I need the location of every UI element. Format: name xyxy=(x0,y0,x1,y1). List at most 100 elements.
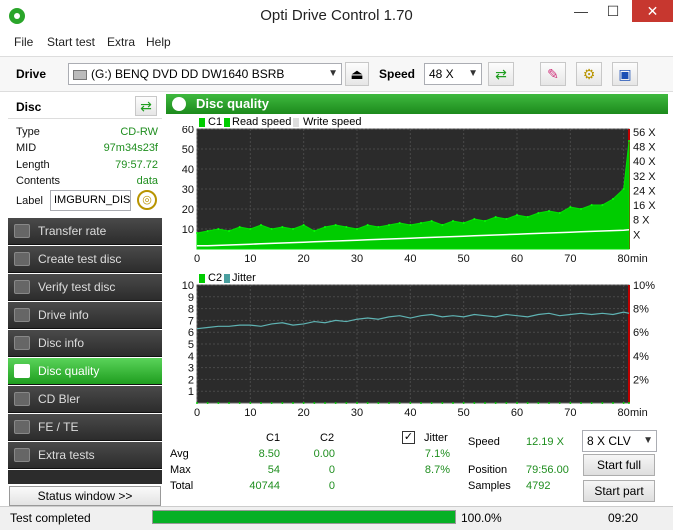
x-unit-label: min xyxy=(630,407,648,419)
speed-select[interactable]: 48 X ▼ xyxy=(424,63,482,85)
save-button[interactable]: ▣ xyxy=(612,62,638,86)
y-tick-label: 8 xyxy=(188,304,194,316)
y-tick-label: 7 xyxy=(188,315,194,327)
c2-point xyxy=(505,402,508,404)
c2-point xyxy=(590,402,593,404)
disc-quality-header: Disc quality xyxy=(166,94,668,114)
disc-label-apply-button[interactable]: ◎ xyxy=(137,190,157,210)
position-label: Position xyxy=(468,464,508,476)
x-tick-label: 10 xyxy=(244,253,256,265)
c1-point xyxy=(356,228,358,230)
y-tick-label: 30 xyxy=(182,184,194,196)
stats-total-c1: 40744 xyxy=(249,480,280,492)
maximize-button[interactable]: ☐ xyxy=(606,3,620,19)
nav-label: Disc info xyxy=(38,336,85,350)
c1-chart: 0 10 20 30 40 50 60 70 80 min 10 20 30 40 50 60 X 8 X 16 X… xyxy=(182,126,657,265)
y-tick-label: 10 xyxy=(182,224,194,236)
c1-point xyxy=(420,222,422,224)
disc-refresh-button[interactable]: ⇄ xyxy=(135,96,157,116)
panel-title: Disc quality xyxy=(196,96,269,111)
nav-drive-info[interactable]: Drive info xyxy=(8,302,162,329)
menu-extra[interactable]: Extra xyxy=(107,35,136,49)
c1-point xyxy=(430,220,433,222)
disc-info-icon xyxy=(14,336,30,350)
c1-point xyxy=(249,228,252,230)
legend-read-speed: Read speed xyxy=(232,116,292,128)
c2-point xyxy=(430,402,433,404)
refresh-button[interactable]: ⇄ xyxy=(488,62,514,86)
eraser-icon: ✎ xyxy=(547,66,559,82)
c2-point xyxy=(473,402,476,404)
nav-transfer-rate[interactable]: Transfer rate xyxy=(8,218,162,245)
floppy-icon: ▣ xyxy=(618,66,632,82)
c2-point xyxy=(569,402,572,404)
x-tick-label: 70 xyxy=(564,253,576,265)
c2-point xyxy=(441,402,444,404)
disc-label-field[interactable]: IMGBURN_DIS xyxy=(50,190,131,211)
y-tick-label: 2 xyxy=(188,374,194,386)
menu-file[interactable]: File xyxy=(14,35,34,49)
c2-point xyxy=(292,402,294,404)
x-unit-label: min xyxy=(630,253,648,265)
nav-disc-info[interactable]: Disc info xyxy=(8,330,162,357)
c1-point xyxy=(324,226,326,228)
speed-readout-value: 12.19 X xyxy=(526,436,564,448)
c1-point xyxy=(590,204,593,206)
nav-extra-tests[interactable]: Extra tests xyxy=(8,442,162,469)
disc-type-key: Type xyxy=(16,126,40,138)
x-tick-label: 0 xyxy=(194,407,200,419)
nav-disc-quality[interactable]: Disc quality xyxy=(8,358,162,385)
c1-point xyxy=(580,208,582,210)
x-tick-label: 50 xyxy=(458,253,470,265)
c1-point xyxy=(388,224,390,226)
c1-point xyxy=(206,230,209,232)
y2-tick-label: 24 X xyxy=(633,185,656,197)
c1-point xyxy=(377,226,380,228)
c1-point xyxy=(505,218,508,220)
minimize-button[interactable]: — xyxy=(574,3,588,19)
y-tick-label: 20 xyxy=(182,204,194,216)
speed-mode-select[interactable]: 8 X CLV ▼ xyxy=(582,430,657,452)
c2-point xyxy=(548,402,550,404)
start-part-button[interactable]: Start part xyxy=(583,480,655,502)
nav-fe-te[interactable]: FE / TE xyxy=(8,414,162,441)
legend-c1: C1 xyxy=(208,116,223,128)
chevron-down-icon: ▼ xyxy=(328,68,338,79)
eject-button[interactable]: ⏏ xyxy=(345,62,369,86)
c1-point xyxy=(548,210,550,212)
stats-avg-jitter: 7.1% xyxy=(424,448,450,460)
fe-te-icon xyxy=(14,420,30,434)
c1-point xyxy=(270,228,273,230)
close-button[interactable]: ✕ xyxy=(632,0,673,22)
erase-button[interactable]: ✎ xyxy=(540,62,566,86)
x-tick-label: 10 xyxy=(244,407,256,419)
nav-cd-bler[interactable]: CD Bler xyxy=(8,386,162,413)
jitter-checkbox[interactable]: ✓ xyxy=(402,431,415,444)
x-tick-label: 40 xyxy=(404,253,416,265)
settings-button[interactable]: ⚙ xyxy=(576,62,602,86)
drive-select[interactable]: (G:) BENQ DVD DD DW1640 BSRB ▼ xyxy=(68,63,342,85)
status-window-button[interactable]: Status window >> xyxy=(9,486,161,506)
disc-header xyxy=(8,95,162,119)
c2-point xyxy=(452,402,454,404)
start-full-button[interactable]: Start full xyxy=(583,454,655,476)
y-tick-label: 4 xyxy=(188,351,194,363)
disc-contents-key: Contents xyxy=(16,175,61,187)
extra-tests-icon xyxy=(14,448,30,462)
menu-start-test[interactable]: Start test xyxy=(47,35,96,49)
stats-total-c2: 0 xyxy=(328,480,335,492)
y-tick-label: 6 xyxy=(188,327,194,339)
x-tick-label: 50 xyxy=(458,407,470,419)
disc-contents-value: data xyxy=(136,175,158,187)
legend-read-swatch xyxy=(224,118,230,127)
x-tick-label: 30 xyxy=(351,253,363,265)
jitter-checkbox-label: Jitter xyxy=(424,432,448,444)
stats-col-c2: C2 xyxy=(320,432,335,444)
samples-value: 4792 xyxy=(526,480,551,492)
nav-verify-test-disc[interactable]: Verify test disc xyxy=(8,274,162,301)
x-tick-label: 30 xyxy=(351,407,363,419)
menu-help[interactable]: Help xyxy=(146,35,171,49)
c2-point xyxy=(558,402,561,404)
nav-create-test-disc[interactable]: Create test disc xyxy=(8,246,162,273)
c2-point xyxy=(628,402,630,404)
